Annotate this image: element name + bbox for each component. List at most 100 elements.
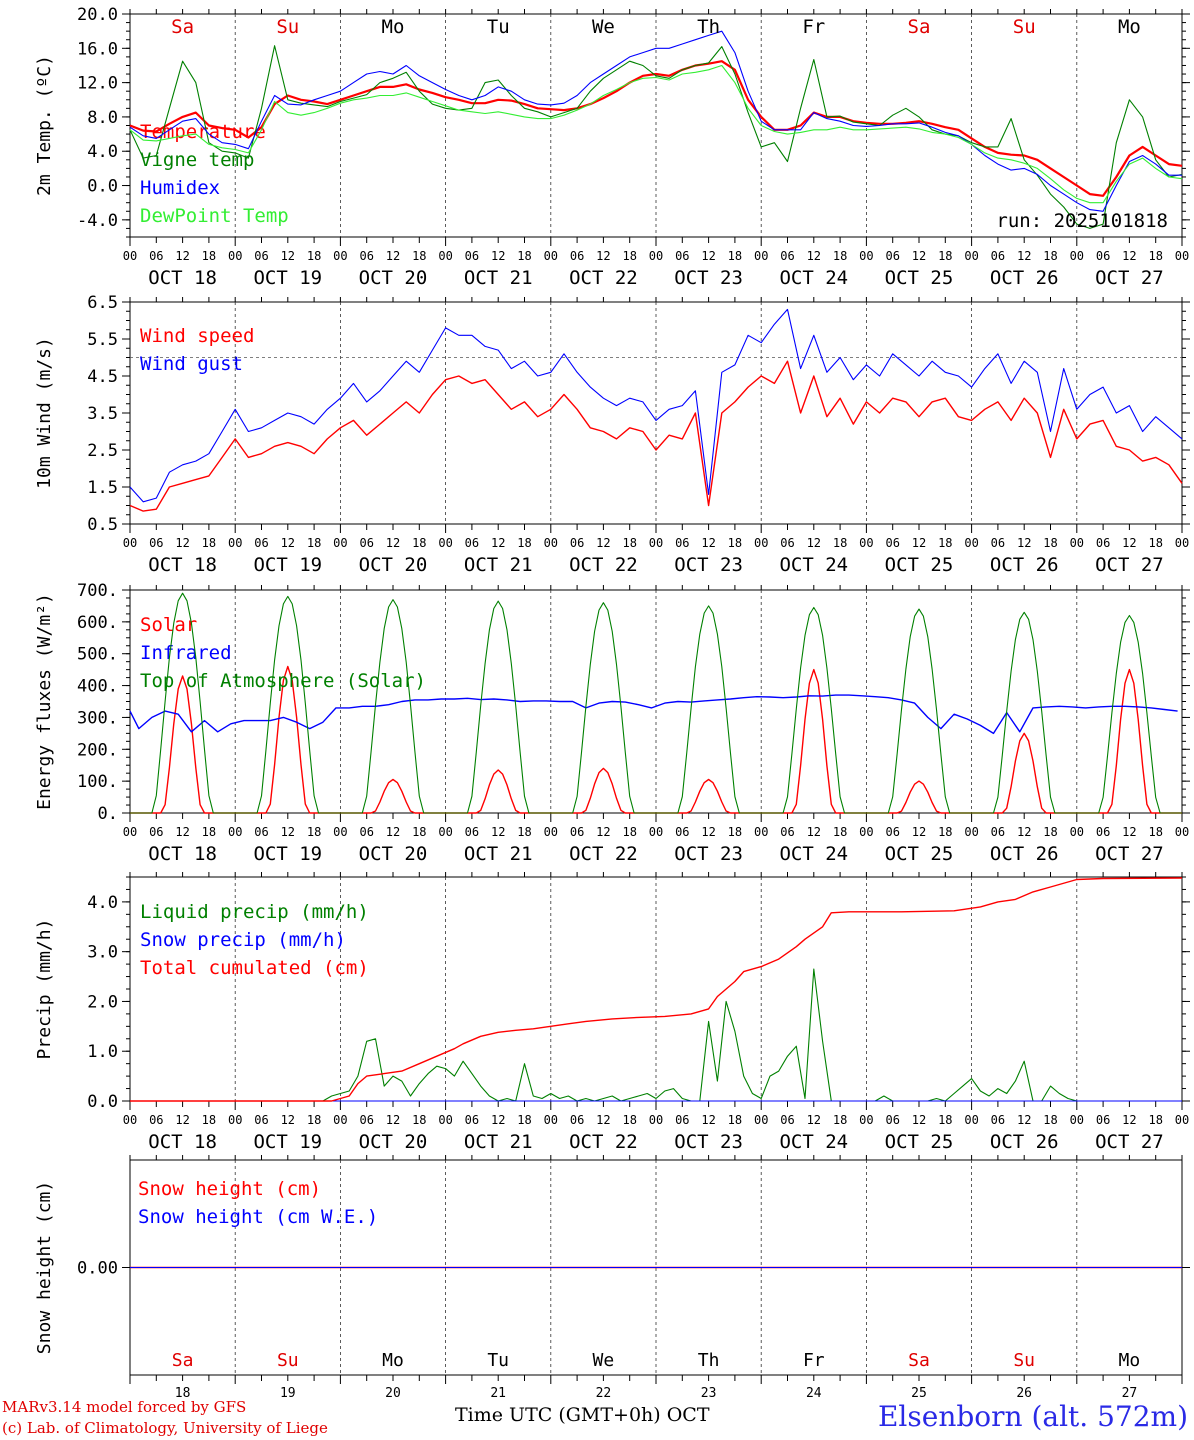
x-hour-label: 18 bbox=[728, 249, 742, 263]
series-line-infrared bbox=[129, 694, 1178, 735]
x-hour-label: 18 bbox=[728, 536, 742, 550]
x-day-label: OCT 19 bbox=[253, 554, 322, 576]
x-hour-label: 12 bbox=[1122, 536, 1136, 550]
x-hour-label: 18 bbox=[307, 249, 321, 263]
y-tick-label: 0.0 bbox=[87, 177, 118, 197]
x-hour-label: 06 bbox=[465, 249, 479, 263]
x-hour-label: 18 bbox=[307, 1113, 321, 1127]
x-hour-label: 06 bbox=[465, 825, 479, 839]
y-tick-label: 4.0 bbox=[87, 893, 118, 913]
x-hour-label: 12 bbox=[807, 1113, 821, 1127]
y-tick-label: 16.0 bbox=[77, 39, 118, 59]
x-hour-label: 06 bbox=[991, 825, 1005, 839]
series-line-temperature bbox=[129, 60, 1183, 197]
x-hour-label: 00 bbox=[544, 1113, 558, 1127]
x-hour-label: 00 bbox=[649, 1113, 663, 1127]
y-tick-label: 4.5 bbox=[87, 367, 118, 387]
weekday-label-top: Mo bbox=[1118, 16, 1141, 38]
weekday-label-bottom: Th bbox=[698, 1350, 720, 1371]
x-hour-label: 00 bbox=[859, 1113, 873, 1127]
x-hour-label: 12 bbox=[596, 1113, 610, 1127]
y-tick-label: 3.5 bbox=[87, 404, 118, 424]
x-hour-label: 12 bbox=[596, 536, 610, 550]
x-day-label: OCT 18 bbox=[148, 843, 217, 865]
x-hour-label: 00 bbox=[964, 536, 978, 550]
x-hour-label: 12 bbox=[912, 825, 926, 839]
y-tick-label: 700. bbox=[77, 581, 118, 601]
x-hour-label: 18 bbox=[1148, 249, 1162, 263]
x-hour-label: 12 bbox=[1017, 536, 1031, 550]
x-day-label: OCT 22 bbox=[569, 1131, 638, 1153]
x-hour-label: 12 bbox=[701, 536, 715, 550]
weekday-label-bottom: Tu bbox=[487, 1350, 509, 1371]
day-number-bottom: 23 bbox=[701, 1386, 717, 1401]
x-hour-label: 06 bbox=[359, 825, 373, 839]
x-day-label: OCT 21 bbox=[464, 267, 533, 289]
x-day-label: OCT 23 bbox=[674, 267, 743, 289]
x-day-label: OCT 27 bbox=[1095, 843, 1164, 865]
x-hour-label: 18 bbox=[517, 1113, 531, 1127]
x-hour-label: 00 bbox=[1175, 536, 1189, 550]
weekday-label-bottom: Mo bbox=[1119, 1350, 1141, 1371]
x-day-label: OCT 20 bbox=[359, 1131, 428, 1153]
x-hour-label: 00 bbox=[544, 249, 558, 263]
y-tick-label: 600. bbox=[77, 613, 118, 633]
x-day-label: OCT 21 bbox=[464, 554, 533, 576]
x-hour-label: 18 bbox=[833, 249, 847, 263]
x-hour-label: 18 bbox=[728, 1113, 742, 1127]
x-hour-label: 00 bbox=[1175, 1113, 1189, 1127]
weekday-label-bottom: Sa bbox=[172, 1350, 194, 1371]
x-hour-label: 00 bbox=[1070, 1113, 1084, 1127]
x-hour-label: 00 bbox=[964, 1113, 978, 1127]
x-hour-label: 12 bbox=[386, 249, 400, 263]
y-tick-label: 100. bbox=[77, 772, 118, 792]
y-tick-label: 400. bbox=[77, 677, 118, 697]
y-tick-label: 200. bbox=[77, 740, 118, 760]
panel-snow: 0.00 Snow height (cm) Snow height (cm) Snow… bbox=[34, 1155, 1190, 1401]
station-name: Elsenborn (alt. 572m) bbox=[877, 1400, 1188, 1433]
x-hour-label: 00 bbox=[964, 249, 978, 263]
y-axis-label: 2m Temp. (ºC) bbox=[34, 55, 55, 196]
x-hour-label: 18 bbox=[517, 249, 531, 263]
series-line-humidex bbox=[129, 30, 1182, 212]
x-hour-label: 12 bbox=[912, 536, 926, 550]
x-hour-label: 06 bbox=[780, 249, 794, 263]
x-hour-label: 18 bbox=[938, 249, 952, 263]
x-hour-label: 00 bbox=[123, 1113, 137, 1127]
x-hour-label: 12 bbox=[386, 536, 400, 550]
x-day-label: OCT 23 bbox=[674, 1131, 743, 1153]
x-day-label: OCT 21 bbox=[464, 843, 533, 865]
x-hour-label: 18 bbox=[938, 825, 952, 839]
x-hour-label: 00 bbox=[1175, 249, 1189, 263]
x-day-label: OCT 20 bbox=[359, 267, 428, 289]
x-hour-label: 00 bbox=[333, 249, 347, 263]
x-hour-label: 06 bbox=[149, 1113, 163, 1127]
x-hour-label: 18 bbox=[938, 1113, 952, 1127]
x-hour-label: 12 bbox=[491, 1113, 505, 1127]
x-day-label: OCT 22 bbox=[569, 267, 638, 289]
x-hour-label: 00 bbox=[544, 825, 558, 839]
x-hour-label: 00 bbox=[438, 249, 452, 263]
x-hour-label: 18 bbox=[202, 536, 216, 550]
y-tick-label: 0. bbox=[98, 804, 118, 824]
x-hour-label: 00 bbox=[859, 825, 873, 839]
x-hour-label: 18 bbox=[412, 249, 426, 263]
x-hour-label: 12 bbox=[281, 825, 295, 839]
weekday-label-top: Tu bbox=[487, 16, 510, 38]
x-day-label: OCT 24 bbox=[779, 554, 848, 576]
x-hour-label: 18 bbox=[307, 825, 321, 839]
x-hour-label: 00 bbox=[964, 825, 978, 839]
x-hour-label: 18 bbox=[622, 825, 636, 839]
x-day-label: OCT 18 bbox=[148, 1131, 217, 1153]
x-hour-label: 00 bbox=[123, 249, 137, 263]
x-hour-label: 06 bbox=[149, 825, 163, 839]
x-hour-label: 12 bbox=[701, 1113, 715, 1127]
x-day-label: OCT 20 bbox=[359, 843, 428, 865]
x-hour-label: 06 bbox=[570, 1113, 584, 1127]
x-hour-label: 00 bbox=[859, 249, 873, 263]
series-line-liquid-precip-mm-h- bbox=[130, 968, 1182, 1102]
x-hour-label: 06 bbox=[149, 249, 163, 263]
day-number-bottom: 26 bbox=[1016, 1386, 1032, 1401]
y-axis-label: Snow height (cm) bbox=[34, 1181, 55, 1354]
x-day-label: OCT 24 bbox=[779, 267, 848, 289]
